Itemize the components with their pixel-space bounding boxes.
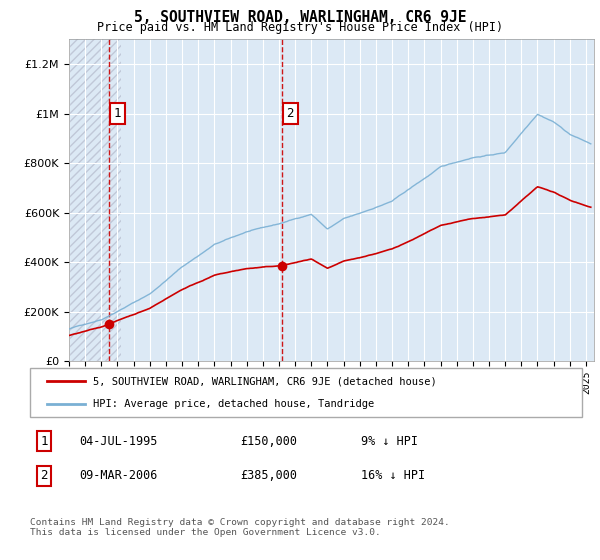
Text: 09-MAR-2006: 09-MAR-2006 xyxy=(80,469,158,482)
Text: Price paid vs. HM Land Registry's House Price Index (HPI): Price paid vs. HM Land Registry's House … xyxy=(97,21,503,34)
Text: 1: 1 xyxy=(40,435,47,448)
Text: 2: 2 xyxy=(40,469,47,482)
Text: 2: 2 xyxy=(287,107,294,120)
Text: 5, SOUTHVIEW ROAD, WARLINGHAM, CR6 9JE: 5, SOUTHVIEW ROAD, WARLINGHAM, CR6 9JE xyxy=(134,10,466,25)
Text: 16% ↓ HPI: 16% ↓ HPI xyxy=(361,469,425,482)
Text: £385,000: £385,000 xyxy=(240,469,297,482)
Text: 9% ↓ HPI: 9% ↓ HPI xyxy=(361,435,418,448)
Text: £150,000: £150,000 xyxy=(240,435,297,448)
Text: HPI: Average price, detached house, Tandridge: HPI: Average price, detached house, Tand… xyxy=(94,399,375,409)
Text: 5, SOUTHVIEW ROAD, WARLINGHAM, CR6 9JE (detached house): 5, SOUTHVIEW ROAD, WARLINGHAM, CR6 9JE (… xyxy=(94,376,437,386)
Text: 1: 1 xyxy=(114,107,121,120)
FancyBboxPatch shape xyxy=(30,368,582,417)
Text: Contains HM Land Registry data © Crown copyright and database right 2024.
This d: Contains HM Land Registry data © Crown c… xyxy=(30,518,450,538)
Text: 04-JUL-1995: 04-JUL-1995 xyxy=(80,435,158,448)
